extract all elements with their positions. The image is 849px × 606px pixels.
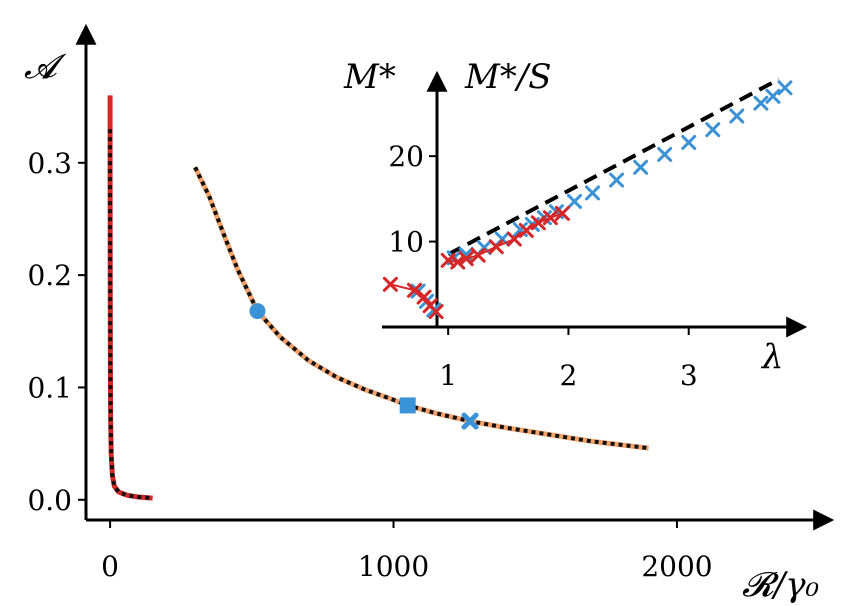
main-marker-circle (249, 303, 266, 320)
inset-series-1-point (416, 289, 432, 305)
inset-series-1-point-stroke-b (428, 304, 444, 320)
main-plot-data (107, 95, 649, 501)
inset-series-0-point-stroke-b (777, 80, 793, 96)
inset-series-0-point-stroke-b (765, 88, 781, 104)
inset-series-0-point-stroke-b (566, 193, 582, 209)
inset-series-1-point-stroke-b (406, 282, 422, 298)
inset-y-label: M* (343, 57, 396, 97)
inset-series-1-point (450, 254, 466, 270)
inset-y-tick-label: 10 (388, 226, 424, 259)
main-y-tick-label: 0.2 (27, 259, 72, 292)
inset-series-1-point-stroke-b (488, 239, 504, 255)
inset-series-0-point (729, 108, 745, 124)
inset-series-1-point (488, 239, 504, 255)
inset-fit-line (447, 77, 780, 257)
main-y-tick-label: 0.1 (27, 371, 72, 404)
inset-series-0-point-stroke-b (609, 172, 625, 188)
inset-series-1-point-stroke-b (518, 222, 534, 238)
inset-tick-group: 1 2 3 10 20 (388, 140, 697, 392)
inset-series-1-point (406, 282, 422, 298)
main-series-0-line (107, 95, 153, 501)
inset-series-1-point-stroke-b (458, 251, 474, 267)
inset-plot-data (382, 77, 793, 320)
inset-series-1-point (428, 304, 444, 320)
main-marker-x-stroke-b (461, 412, 479, 430)
inset-series-1-point-stroke-b (470, 247, 486, 263)
inset-series-1-point (506, 231, 522, 247)
main-axes (75, 23, 835, 531)
main-tick-group: 0 1000 2000 0.0 0.1 0.2 0.3 (27, 147, 712, 583)
inset-series-0-point-stroke-b (729, 108, 745, 124)
inset-series-1-point-stroke-b (450, 254, 466, 270)
inset-series-1-point (530, 215, 546, 231)
main-series-1-line (108, 129, 153, 501)
inset-series-1-point-stroke-b (416, 289, 432, 305)
inset-series-0-point-stroke-b (753, 95, 769, 111)
inset-series-1-connector (447, 212, 563, 264)
inset-series-1-point-stroke-b (554, 205, 570, 221)
inset-series-1-point-stroke-b (542, 210, 558, 226)
main-y-tick-label: 0.3 (27, 147, 72, 180)
inset-series-1-point-stroke-b (382, 276, 398, 292)
inset-series-0-point-stroke-b (681, 134, 697, 150)
inset-series-1-point-stroke-b (506, 231, 522, 247)
inset-series-1-point (382, 276, 398, 292)
inset-axes (382, 70, 808, 338)
inset-series-0-point (633, 159, 649, 175)
inset-x-tick-label: 1 (439, 359, 457, 392)
inset-series-0-point-stroke-b (585, 185, 600, 201)
inset-series-1-point (554, 205, 570, 221)
inset-series-0-point (566, 193, 582, 209)
inset-series-0-point (585, 185, 600, 201)
main-y-label: 𝓐 (24, 47, 67, 87)
main-x-label: 𝓡/γ₀ (742, 565, 820, 605)
inset-series-1-point (518, 222, 534, 238)
inset-y-tick-label: 20 (388, 140, 424, 173)
inset-x-tick-label: 3 (680, 359, 698, 392)
inset-series-0-point-stroke-b (512, 222, 528, 238)
inset-series-0-point (681, 134, 697, 150)
inset-series-0-point-stroke-b (633, 159, 649, 175)
inset-x-tick-label: 2 (560, 359, 578, 392)
main-series-3-line (193, 166, 649, 451)
inset-y2-label: M*/S (464, 57, 552, 97)
inset-series-0-point-stroke-b (657, 146, 673, 162)
main-x-tick-label: 1000 (358, 550, 429, 583)
inset-series-1-point (458, 251, 474, 267)
main-x-tick-label: 0 (101, 550, 119, 583)
main-y-tick-label: 0.0 (27, 484, 72, 517)
inset-series-0-point (753, 95, 769, 111)
inset-series-1-point-stroke-b (530, 215, 546, 231)
inset-series-0-point (705, 122, 721, 138)
inset-series-0-point-stroke-b (705, 122, 721, 138)
main-marker-x (461, 412, 479, 430)
inset-series-0-point (609, 172, 625, 188)
inset-series-0-point (765, 88, 781, 104)
inset-series-1-point (542, 210, 558, 226)
inset-series-1-point (470, 247, 486, 263)
main-x-tick-label: 2000 (641, 550, 712, 583)
inset-x-label: λ (760, 337, 784, 377)
inset-series-0-point (657, 146, 673, 162)
main-marker-square (399, 397, 416, 414)
inset-series-0-point (777, 80, 793, 96)
